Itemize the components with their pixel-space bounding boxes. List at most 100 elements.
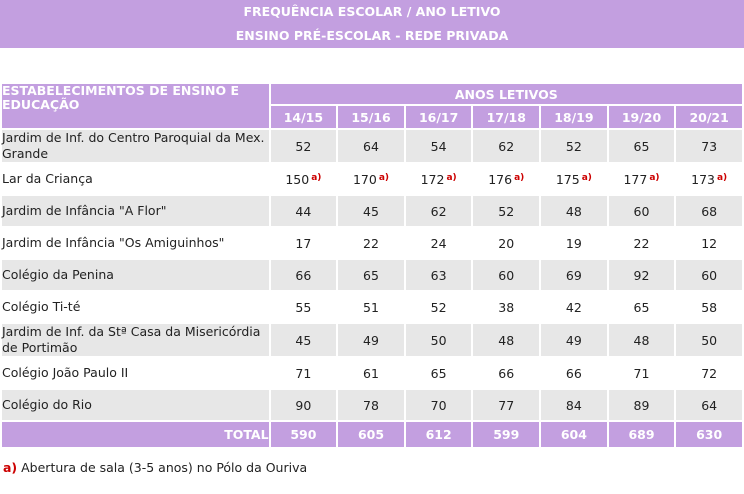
- value-cell: 54: [405, 130, 472, 162]
- table-row: Jardim de Infância "Os Amiguinhos" 17 22 24…: [2, 228, 742, 258]
- value-cell: 45: [270, 324, 337, 356]
- value-cell: 62: [473, 130, 540, 162]
- value-cell: 77: [473, 390, 540, 420]
- year-header: 16/17: [405, 106, 472, 128]
- footnote-ref: a): [311, 172, 322, 183]
- value-cell: 20: [473, 228, 540, 258]
- value-cell: 173 a): [676, 164, 742, 194]
- total-row: TOTAL 590 605 612 599 604 689 630: [2, 422, 742, 447]
- cell-value: 172: [420, 171, 445, 187]
- cell-value: 66: [565, 365, 582, 381]
- value-cell: 72: [676, 358, 742, 388]
- cell-value: 24: [430, 235, 447, 251]
- cell-value: 44: [295, 203, 312, 219]
- cell-value: 51: [363, 299, 379, 315]
- cell-value: 52: [430, 299, 447, 315]
- table-row: Colégio do Rio 90 78 70 77 84 89 64: [2, 390, 742, 420]
- total-value: 612: [405, 422, 472, 447]
- cell-value: 65: [363, 267, 379, 283]
- footnote-ref: a): [716, 172, 728, 183]
- cell-value: 71: [633, 365, 650, 381]
- cell-value: 49: [565, 332, 582, 348]
- establishment-name: Jardim de Infância "Os Amiguinhos": [2, 228, 269, 258]
- value-cell: 66: [473, 358, 540, 388]
- cell-value: 170: [352, 171, 377, 187]
- value-cell: 22: [608, 228, 675, 258]
- cell-value: 92: [633, 267, 650, 283]
- cell-value: 45: [295, 332, 312, 348]
- cell-value: 60: [498, 267, 515, 283]
- value-cell: 60: [473, 260, 540, 290]
- year-header: 15/16: [338, 106, 404, 128]
- total-value: 630: [676, 422, 742, 447]
- value-cell: 71: [270, 358, 337, 388]
- cell-value: 63: [430, 267, 447, 283]
- report-subtitle: ENSINO PRÉ-ESCOLAR - REDE PRIVADA: [235, 28, 509, 43]
- value-cell: 64: [338, 130, 404, 162]
- cell-value: 65: [633, 138, 650, 154]
- cell-value: 52: [295, 138, 312, 154]
- value-cell: 78: [338, 390, 404, 420]
- value-cell: 172 a): [405, 164, 472, 194]
- cell-value: 69: [565, 267, 582, 283]
- value-cell: 90: [270, 390, 337, 420]
- cell-value: 61: [363, 365, 379, 381]
- attendance-table: ESTABELECIMENTOS DE ENSINO E EDUCAÇÃO AN…: [0, 82, 744, 449]
- value-cell: 69: [541, 260, 607, 290]
- table-row: Colégio João Paulo II 71 61 65 66 66 71 72: [2, 358, 742, 388]
- school-years-header: ANOS LETIVOS: [270, 84, 742, 104]
- footnote: a) Abertura de sala (3-5 anos) no Pólo d…: [3, 460, 307, 475]
- cell-value: 48: [633, 332, 650, 348]
- value-cell: 45: [338, 196, 404, 226]
- cell-value: 60: [633, 203, 650, 219]
- cell-value: 90: [295, 397, 312, 413]
- cell-value: 66: [498, 365, 515, 381]
- establishments-header: ESTABELECIMENTOS DE ENSINO E EDUCAÇÃO: [2, 84, 269, 128]
- cell-value: 54: [430, 138, 447, 154]
- year-header-row: 14/15 15/16 16/17 17/18 18/19 19/20 20/21: [2, 106, 742, 128]
- value-cell: 65: [338, 260, 404, 290]
- cell-value: 52: [498, 203, 515, 219]
- cell-value: 66: [295, 267, 312, 283]
- table-row: Colégio Ti-té 55 51 52 38 42 65 58: [2, 292, 742, 322]
- table-row: Jardim de Infância "A Flor" 44 45 62 52 48 60 6…: [2, 196, 742, 226]
- cell-value: 19: [565, 235, 582, 251]
- cell-value: 62: [430, 203, 447, 219]
- value-cell: 64: [676, 390, 742, 420]
- value-cell: 68: [676, 196, 742, 226]
- cell-value: 64: [363, 138, 379, 154]
- cell-value: 12: [701, 235, 718, 251]
- cell-value: 70: [430, 397, 447, 413]
- cell-value: 38: [498, 299, 515, 315]
- value-cell: 48: [608, 324, 675, 356]
- footnote-mark: a): [3, 460, 18, 475]
- value-cell: 65: [405, 358, 472, 388]
- footnote-ref: a): [378, 172, 390, 183]
- cell-value: 60: [701, 267, 718, 283]
- cell-value: 50: [701, 332, 718, 348]
- table-body: Jardim de Inf. do Centro Paroquial da Me…: [2, 130, 742, 447]
- value-cell: 170 a): [338, 164, 404, 194]
- cell-value: 45: [363, 203, 379, 219]
- value-cell: 60: [608, 196, 675, 226]
- cell-value: 58: [701, 299, 718, 315]
- total-value: 599: [473, 422, 540, 447]
- table-row: Colégio da Penina 66 65 63 60 69 92 60: [2, 260, 742, 290]
- cell-value: 68: [701, 203, 718, 219]
- value-cell: 38: [473, 292, 540, 322]
- establishment-name: Colégio João Paulo II: [2, 358, 269, 388]
- cell-value: 175: [555, 171, 580, 187]
- cell-value: 42: [565, 299, 582, 315]
- cell-value: 50: [430, 332, 447, 348]
- cell-value: 48: [498, 332, 515, 348]
- total-value: 689: [608, 422, 675, 447]
- cell-value: 62: [498, 138, 515, 154]
- value-cell: 66: [270, 260, 337, 290]
- cell-value: 150: [285, 171, 310, 187]
- value-cell: 44: [270, 196, 337, 226]
- value-cell: 12: [676, 228, 742, 258]
- value-cell: 24: [405, 228, 472, 258]
- establishment-name: Colégio do Rio: [2, 390, 269, 420]
- cell-value: 48: [565, 203, 582, 219]
- value-cell: 58: [676, 292, 742, 322]
